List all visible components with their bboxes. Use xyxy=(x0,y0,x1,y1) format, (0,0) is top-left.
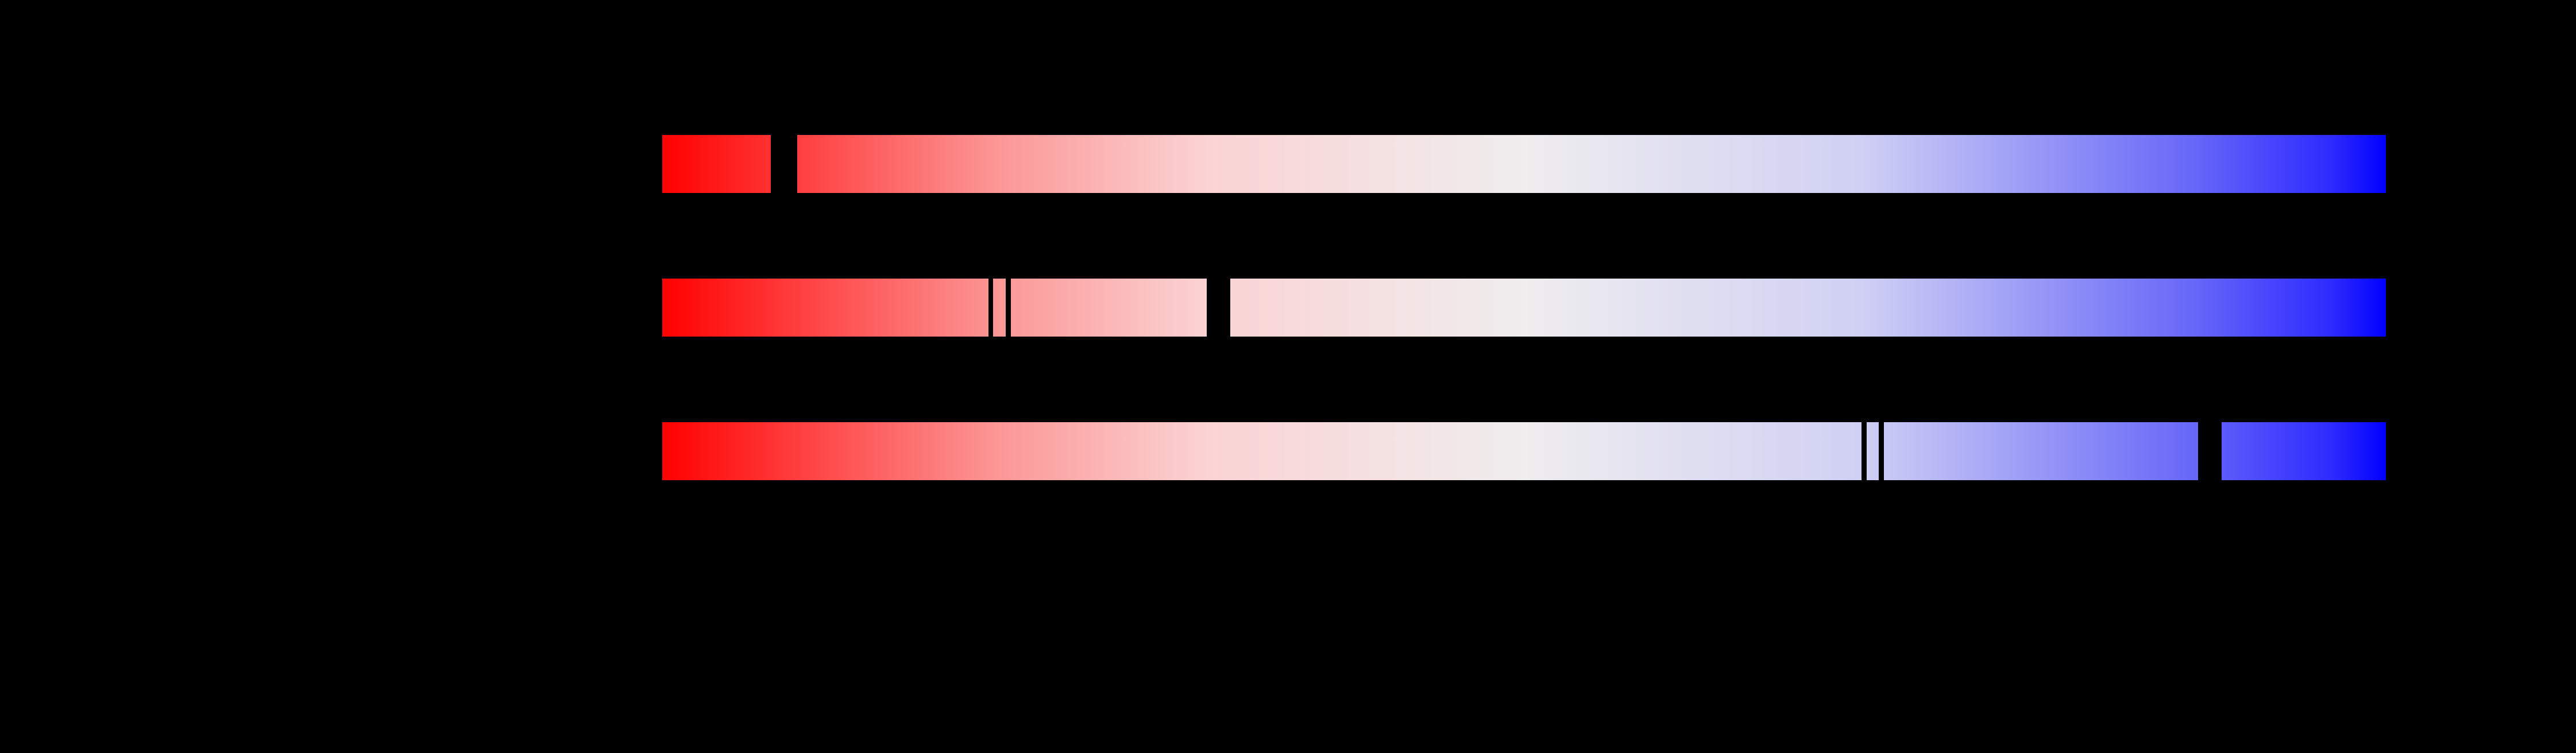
bar-divider-wide-gap xyxy=(1207,277,1230,338)
gradient-bar-3 xyxy=(662,421,2386,481)
bar-divider-thin-line xyxy=(1861,421,1867,481)
bar-divider-wide-gap xyxy=(2198,421,2222,481)
bar-divider-thin-line xyxy=(1879,421,1884,481)
gradient-bar-2 xyxy=(662,277,2386,338)
bar-divider-wide-gap xyxy=(771,134,797,194)
gradient-bar-1 xyxy=(662,134,2386,194)
bar-divider-thin-line xyxy=(1006,277,1011,338)
bar-divider-thin-line xyxy=(988,277,993,338)
